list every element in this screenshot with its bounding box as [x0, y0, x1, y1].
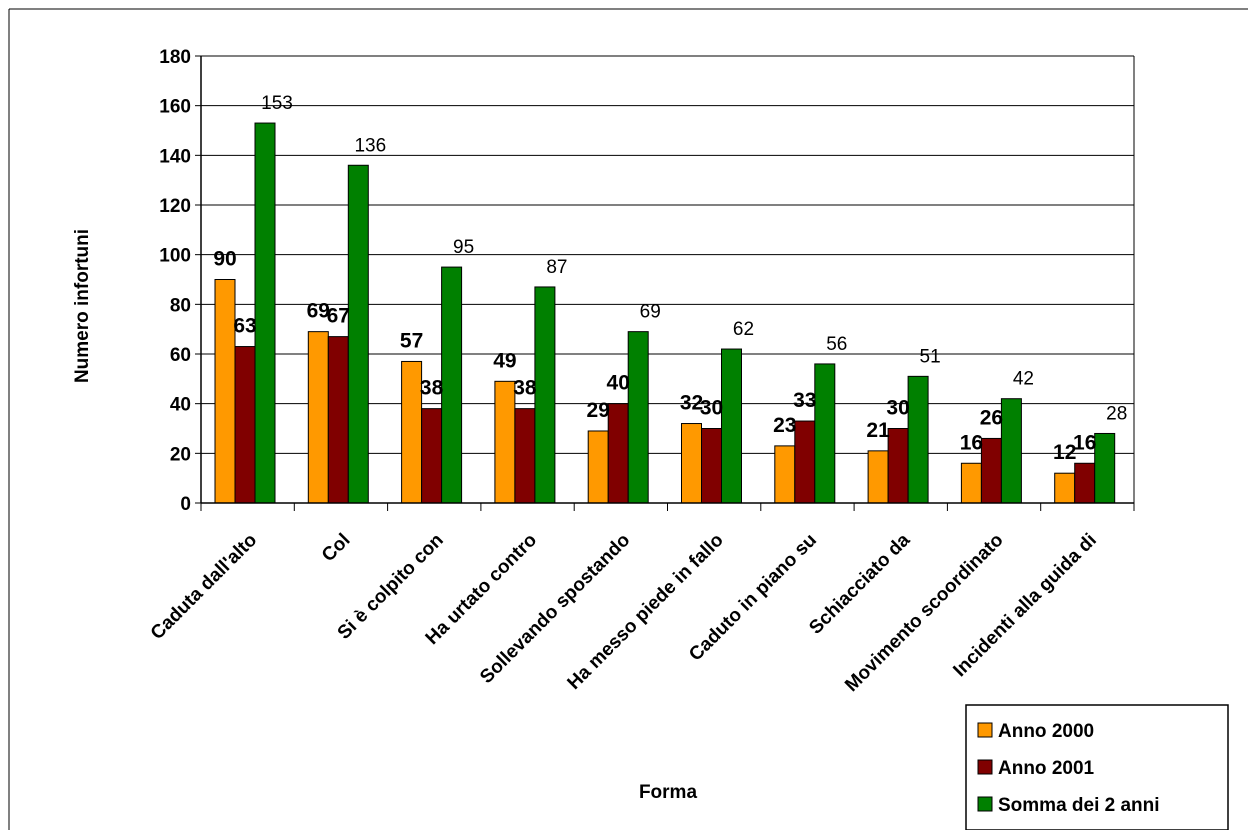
y-tick-label: 60: [170, 345, 191, 366]
data-label: 38: [420, 377, 444, 400]
bar: [401, 360, 423, 504]
legend-label: Somma dei 2 anni: [998, 795, 1160, 816]
bar: [960, 462, 982, 504]
data-label: 16: [1073, 431, 1096, 454]
data-label: 32: [680, 392, 703, 415]
data-label: 62: [733, 319, 754, 340]
bar: [587, 430, 609, 504]
bar: [794, 420, 816, 504]
bars: [214, 122, 1116, 504]
y-tick-label: 20: [170, 444, 191, 465]
legend-label: Anno 2001: [998, 758, 1095, 779]
bar: [607, 403, 629, 504]
x-tick-label: Sollevando spostando: [476, 530, 634, 688]
y-tick-labels: 0 20 40 60 80 100 120 140 160 180: [159, 47, 191, 515]
bar: [681, 423, 702, 504]
x-tick-label: Caduta dall'alto: [147, 530, 261, 644]
data-label: 33: [793, 389, 816, 412]
bar: [907, 375, 929, 504]
bar: [887, 428, 909, 504]
y-tick-label: 40: [170, 395, 191, 416]
legend: Anno 2000 Anno 2001 Somma dei 2 anni: [965, 704, 1229, 831]
y-tick-label: 80: [170, 295, 191, 316]
bar: [514, 408, 536, 504]
bar: [347, 164, 369, 504]
bar: [441, 266, 463, 504]
bar: [534, 286, 556, 504]
data-label: 67: [327, 305, 350, 328]
data-label: 28: [1106, 403, 1127, 424]
data-label: 23: [773, 414, 796, 437]
x-tick-label: Col: [318, 530, 354, 566]
x-tick-label: Schiacciato da: [805, 529, 914, 638]
bar: [867, 450, 889, 504]
bar: [721, 348, 742, 504]
x-axis-title: Forma: [639, 782, 698, 803]
bar: [1094, 432, 1116, 504]
bar: [327, 336, 349, 504]
x-tick-label: Ha messo piede in fallo: [564, 530, 728, 694]
data-label: 63: [233, 315, 256, 338]
y-tick-label: 0: [180, 494, 191, 515]
legend-box: [965, 704, 1229, 831]
data-label: 26: [980, 406, 1003, 429]
bar: [980, 437, 1002, 504]
data-label: 95: [453, 237, 474, 258]
bar: [421, 408, 443, 504]
data-label: 87: [546, 257, 567, 278]
bar: [254, 122, 276, 504]
data-label: 16: [960, 431, 983, 454]
data-label: 153: [261, 93, 293, 114]
data-label: 29: [587, 399, 610, 422]
x-tick-label: Movimento scoordinato: [841, 530, 1007, 696]
data-label: 57: [400, 329, 423, 352]
legend-swatch: [977, 796, 993, 812]
data-label: 12: [1053, 441, 1076, 464]
legend-swatch: [977, 759, 993, 775]
bar: [234, 346, 256, 504]
y-tick-label: 140: [159, 146, 191, 167]
y-axis-title: Numero infortuni: [72, 229, 93, 383]
bar: [1054, 472, 1076, 504]
data-label: 30: [700, 397, 723, 420]
bar: [774, 445, 796, 504]
bar: [814, 363, 836, 504]
data-label: 56: [826, 334, 847, 355]
y-tick-label: 120: [159, 196, 191, 217]
data-label: 21: [866, 419, 890, 442]
bar: [627, 331, 649, 504]
bar: [1074, 462, 1096, 504]
data-label: 38: [513, 377, 537, 400]
data-label: 136: [354, 135, 386, 156]
y-tick-label: 160: [159, 97, 191, 118]
data-labels: 9063153696713657389549388729406932306223…: [213, 93, 1127, 464]
legend-swatch: [977, 722, 993, 738]
data-label: 40: [607, 372, 630, 395]
bar: [494, 380, 516, 504]
data-label: 90: [213, 248, 236, 271]
y-tick-label: 180: [159, 47, 191, 68]
legend-label: Anno 2000: [998, 721, 1094, 742]
bar: [307, 331, 329, 504]
y-tick-label: 100: [159, 246, 191, 267]
bar: [214, 279, 236, 504]
bar: [1000, 398, 1022, 504]
bar: [701, 428, 722, 504]
data-label: 30: [886, 397, 909, 420]
data-label: 49: [493, 349, 516, 372]
data-label: 51: [920, 346, 941, 367]
axes: [8, 8, 1248, 830]
data-label: 69: [640, 302, 661, 323]
data-label: 69: [307, 300, 330, 323]
data-label: 42: [1013, 369, 1034, 390]
